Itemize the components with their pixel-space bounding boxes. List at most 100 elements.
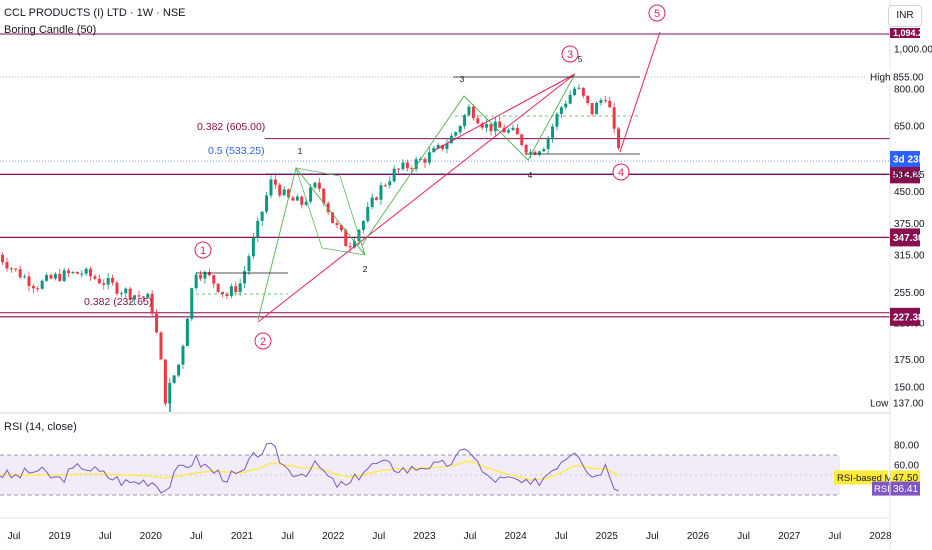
candle-body [119,293,123,295]
candle-body [361,221,365,230]
candle-body [115,282,119,294]
candle-body [243,271,247,284]
candle-body [251,237,255,257]
low-value: 137.00 [893,399,924,410]
level-badge-227: 227.38 [890,307,924,326]
candle [361,219,365,234]
high-value: 855.00 [893,73,924,84]
candle [84,267,88,277]
candle [172,375,176,385]
trend-line-lower [257,73,576,323]
trend-line-upper [434,73,576,151]
currency-button[interactable]: INR [888,5,922,27]
candle-body [493,121,497,132]
candle [45,272,49,283]
candle-body [467,106,471,116]
candle [190,287,194,321]
price-tick-label: 175.00 [894,355,925,366]
candle-body [40,280,44,289]
candle-body [542,149,546,152]
candle-body [370,197,374,207]
candle [590,103,594,117]
candle-body [14,268,18,270]
wave-5-projection [619,31,661,153]
candle-body [207,272,211,276]
candle-body [181,345,185,365]
candle-body [612,107,616,129]
price-tick-label: 315.00 [894,250,925,261]
rsi-value: 36.41 [893,484,918,495]
candle-body [590,103,594,115]
candle-body [58,273,62,281]
candle-body [537,151,541,155]
candle-body [555,113,559,127]
candle [520,133,524,147]
candle [524,143,528,156]
candle [397,167,401,173]
candle [185,317,189,346]
candle [392,164,396,183]
candle-body [476,118,480,124]
wave-label-circled: 3 [561,45,579,63]
candle [111,274,115,286]
fib-382-low-label: 0.382 (232.65) [84,296,152,308]
candle-body [515,127,519,135]
wave-label-minor: 4 [528,170,533,180]
candle-body [405,162,409,169]
candle [102,279,106,290]
candle [203,270,207,284]
candle [463,114,467,130]
level-badge-227-text: 227.38 [893,312,924,323]
candle [181,344,185,369]
candle-body [304,201,308,205]
price-tick: 315.00 [894,250,925,261]
candle [291,195,295,201]
candle-body [375,197,379,200]
candle [251,232,255,260]
candle [612,103,616,134]
candle-body [577,87,581,89]
candle-body [427,152,431,163]
candle [194,272,198,291]
candle [247,253,251,275]
candle-body [124,288,128,294]
level-badge-347-bg [890,228,920,247]
time-tick-label: Jul [737,531,750,542]
wave-label-minor: 2 [363,264,368,274]
rsi-ma-line [0,460,619,481]
candle [137,290,141,300]
wave-label-minor: 3 [460,74,465,84]
candle-body [449,135,453,144]
level-badge-347: 347.30 [890,228,924,247]
candle-body [339,225,343,231]
price-tick: 175.00 [894,355,925,366]
candle [335,220,339,228]
candle-body [89,268,93,277]
candle-body [471,106,475,119]
candle-body [177,364,181,376]
candle [511,124,515,131]
candle [498,116,502,128]
candle-body [247,256,251,272]
candle [238,278,242,296]
time-tick-label: Jul [646,531,659,542]
rsi-ma-value-bg [890,470,920,485]
candle-body [348,246,352,248]
wave-circle [194,241,212,259]
candle-body [581,87,585,96]
candle [23,273,27,279]
candle [93,273,97,281]
candle-body [18,269,22,278]
time-tick-label: 2025 [596,531,619,542]
candle-body [331,212,335,223]
time-tick-label: 2026 [687,531,710,542]
candle-body [67,270,71,274]
candle [62,267,66,283]
candle [115,280,119,296]
candle [480,121,484,131]
candle-body [397,168,401,170]
time-tick-label: Jul [555,531,568,542]
candle [489,123,493,136]
candle-body [551,126,555,138]
